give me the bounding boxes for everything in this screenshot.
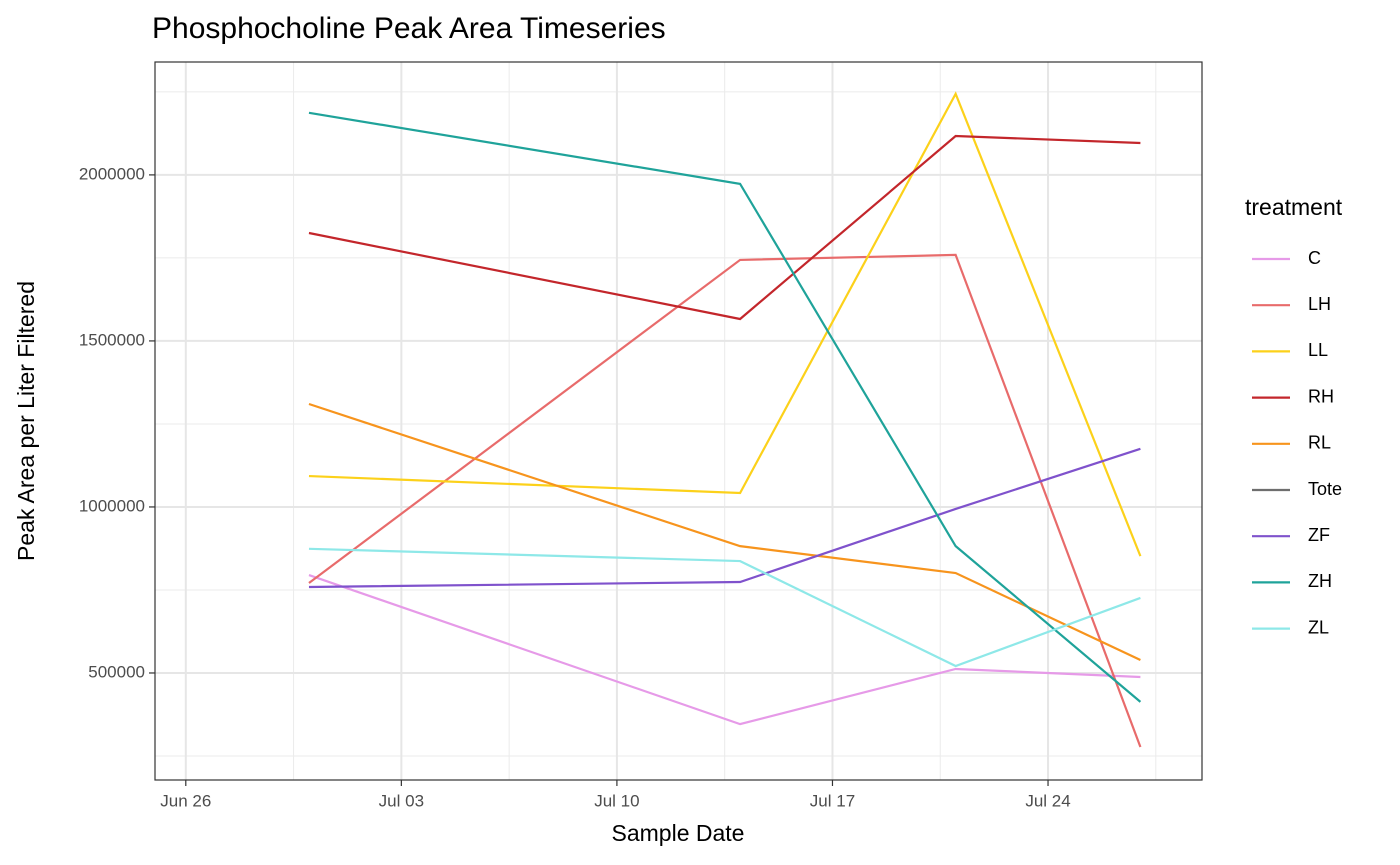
- x-tick-label: Jul 24: [1025, 791, 1070, 810]
- legend-label: Tote: [1308, 479, 1342, 499]
- legend-label: ZF: [1308, 525, 1330, 545]
- series-line: [308, 253, 1142, 748]
- plot-border: [154, 61, 1203, 781]
- x-tick-label: Jul 10: [594, 791, 639, 810]
- y-tick-label: 500000: [88, 662, 145, 681]
- series-line: [308, 547, 1141, 668]
- series-line: [308, 134, 1141, 321]
- legend-label: LH: [1308, 294, 1331, 314]
- y-tick-label: 2000000: [79, 164, 145, 183]
- legend-label: C: [1308, 248, 1321, 268]
- y-tick-label: 1500000: [79, 330, 145, 349]
- legend-title: treatment: [1245, 194, 1343, 220]
- series-line: [308, 447, 1141, 589]
- chart-title: Phosphocholine Peak Area Timeseries: [152, 12, 666, 45]
- series-line: [308, 573, 1141, 726]
- x-tick-label: Jul 03: [379, 791, 424, 810]
- legend-label: LL: [1308, 340, 1328, 360]
- x-tick-label: Jun 26: [160, 791, 211, 810]
- legend-label: ZL: [1308, 617, 1329, 637]
- legend-label: ZH: [1308, 571, 1332, 591]
- y-tick-label: 1000000: [79, 496, 145, 515]
- legend-label: RH: [1308, 386, 1334, 406]
- series-line: [308, 402, 1141, 662]
- series-line: [308, 91, 1142, 557]
- x-tick-label: Jul 17: [810, 791, 855, 810]
- plot-background: [155, 62, 1202, 780]
- legend-label: RL: [1308, 433, 1331, 453]
- x-axis-label: Sample Date: [612, 820, 745, 846]
- series-line: [308, 111, 1142, 703]
- y-axis-label: Peak Area per Liter Filtered: [13, 281, 39, 561]
